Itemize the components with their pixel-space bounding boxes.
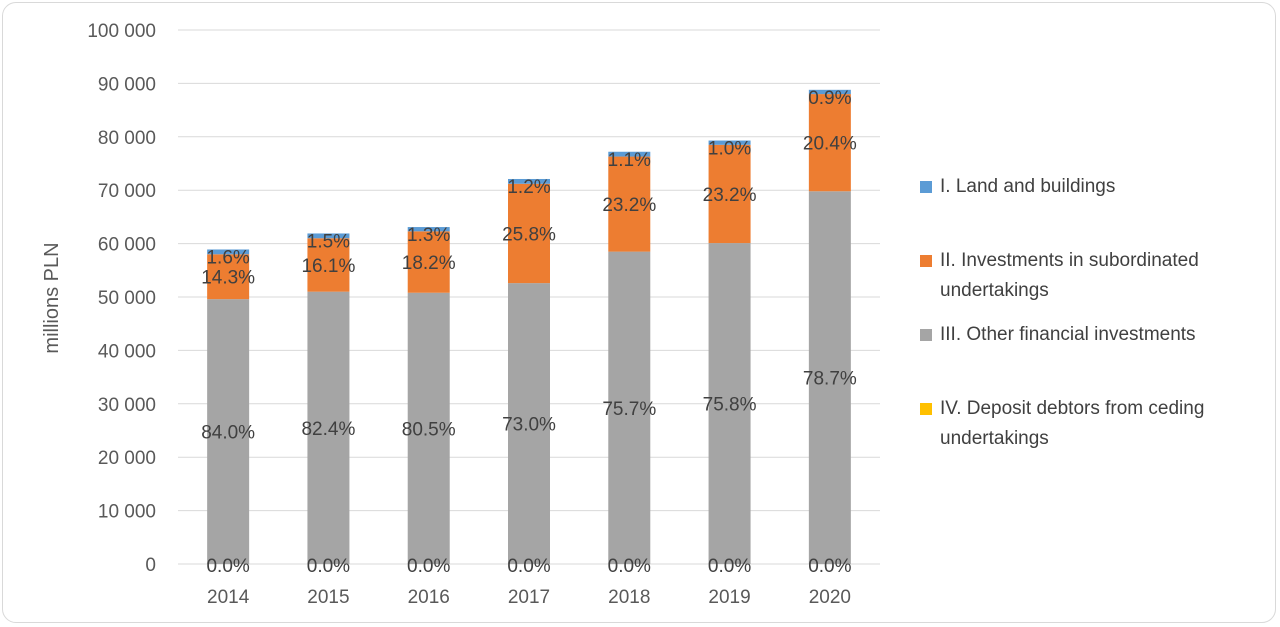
legend-label-land-buildings: I. Land and buildings xyxy=(940,176,1116,197)
x-tick-label: 2015 xyxy=(307,587,349,608)
data-label: 1.2% xyxy=(507,177,550,198)
bar-segment xyxy=(207,254,250,300)
data-label: 78.7% xyxy=(803,369,857,390)
data-labels: 0.0% 84.0% 14.3%1.6% 0.0% 82.4% 16.1% 1.5% 0.0%… xyxy=(201,88,857,577)
bar-segment xyxy=(508,183,550,284)
data-label: 23.2% xyxy=(703,185,757,206)
x-tick-label: 2020 xyxy=(809,587,851,608)
bar-segment xyxy=(407,227,450,232)
y-tick-label: 60 000 xyxy=(98,235,156,256)
x-tick-label: 2018 xyxy=(608,587,650,608)
legend-swatch-land-buildings xyxy=(920,181,932,193)
data-label: 16.1% xyxy=(301,256,355,277)
y-tick-label: 80 000 xyxy=(98,128,156,149)
legend-label-investments-subordinated-line1: II. Investments in subordinated xyxy=(940,250,1199,271)
bar-segment xyxy=(708,144,751,244)
data-label: 82.4% xyxy=(301,419,355,440)
legend-label-investments-subordinated-line2: undertakings xyxy=(940,280,1049,301)
legend-swatch-deposit-debtors xyxy=(920,403,932,415)
x-tick-label: 2019 xyxy=(708,587,750,608)
data-label: 1.6% xyxy=(206,247,249,268)
bars xyxy=(207,89,851,565)
bar-segment xyxy=(708,243,751,565)
legend-swatch-investments-subordinated xyxy=(920,255,932,267)
data-label: 0.0% xyxy=(206,556,249,577)
data-label: 0.9% xyxy=(808,88,851,109)
bar-segment xyxy=(207,249,250,255)
data-label: 73.0% xyxy=(502,415,556,436)
y-tick-label: 0 xyxy=(145,555,156,576)
bar-segment xyxy=(508,283,550,564)
data-label: 0.0% xyxy=(307,556,350,577)
data-label: 23.2% xyxy=(602,195,656,216)
x-tick-label: 2017 xyxy=(508,587,550,608)
data-label: 14.3% xyxy=(201,268,255,289)
data-label: 20.4% xyxy=(803,134,857,155)
bar-segment xyxy=(508,178,550,184)
legend-label-other-financial: III. Other financial investments xyxy=(940,324,1196,345)
data-label: 1.1% xyxy=(608,150,651,171)
y-tick-label: 20 000 xyxy=(98,448,156,469)
legend-label-deposit-debtors-line2: undertakings xyxy=(940,428,1049,449)
bar-segment xyxy=(608,251,651,565)
data-label: 1.5% xyxy=(307,231,350,252)
data-label: 18.2% xyxy=(402,253,456,274)
bar-segment xyxy=(608,151,651,157)
y-tick-label: 50 000 xyxy=(98,288,156,309)
bar-segment xyxy=(407,292,450,564)
bar-segment xyxy=(608,156,651,252)
data-label: 0.0% xyxy=(407,556,450,577)
y-tick-label: 70 000 xyxy=(98,181,156,202)
data-label: 0.0% xyxy=(507,556,550,577)
data-label: 1.0% xyxy=(708,139,751,160)
y-tick-label: 30 000 xyxy=(98,395,156,416)
data-label: 75.7% xyxy=(602,399,656,420)
y-axis-label: millions PLN xyxy=(41,242,63,353)
y-tick-label: 10 000 xyxy=(98,502,156,523)
bar-segment xyxy=(307,238,350,292)
y-tick-label: 40 000 xyxy=(98,341,156,362)
bar-segment xyxy=(207,299,250,564)
x-tick-label: 2016 xyxy=(408,587,450,608)
data-label: 25.8% xyxy=(502,224,556,245)
bar-segment xyxy=(307,233,350,239)
bar-segment xyxy=(407,231,450,293)
y-axis-tick-labels: 0 10 000 20 000 30 000 40 000 50 000 60 000 70 … xyxy=(87,21,156,576)
x-axis-tick-labels: 2014 2015 2016 2017 2018 2019 2020 xyxy=(207,587,851,608)
bar-segment xyxy=(708,140,751,145)
data-label: 1.3% xyxy=(407,225,450,246)
legend-label-deposit-debtors-line1: IV. Deposit debtors from ceding xyxy=(940,398,1205,419)
bar-segment xyxy=(808,89,851,95)
y-tick-label: 90 000 xyxy=(98,74,156,95)
bar-segment xyxy=(307,291,350,564)
bar-segment xyxy=(808,94,851,192)
legend-swatch-other-financial xyxy=(920,329,932,341)
data-label: 80.5% xyxy=(402,419,456,440)
data-label: 84.0% xyxy=(201,423,255,444)
y-tick-label: 100 000 xyxy=(87,21,156,42)
data-label: 0.0% xyxy=(808,556,851,577)
bar-segment xyxy=(808,191,851,564)
data-label: 0.0% xyxy=(608,556,651,577)
gridlines xyxy=(178,29,880,565)
data-label: 75.8% xyxy=(703,395,757,416)
data-label: 0.0% xyxy=(708,556,751,577)
x-tick-label: 2014 xyxy=(207,587,250,608)
